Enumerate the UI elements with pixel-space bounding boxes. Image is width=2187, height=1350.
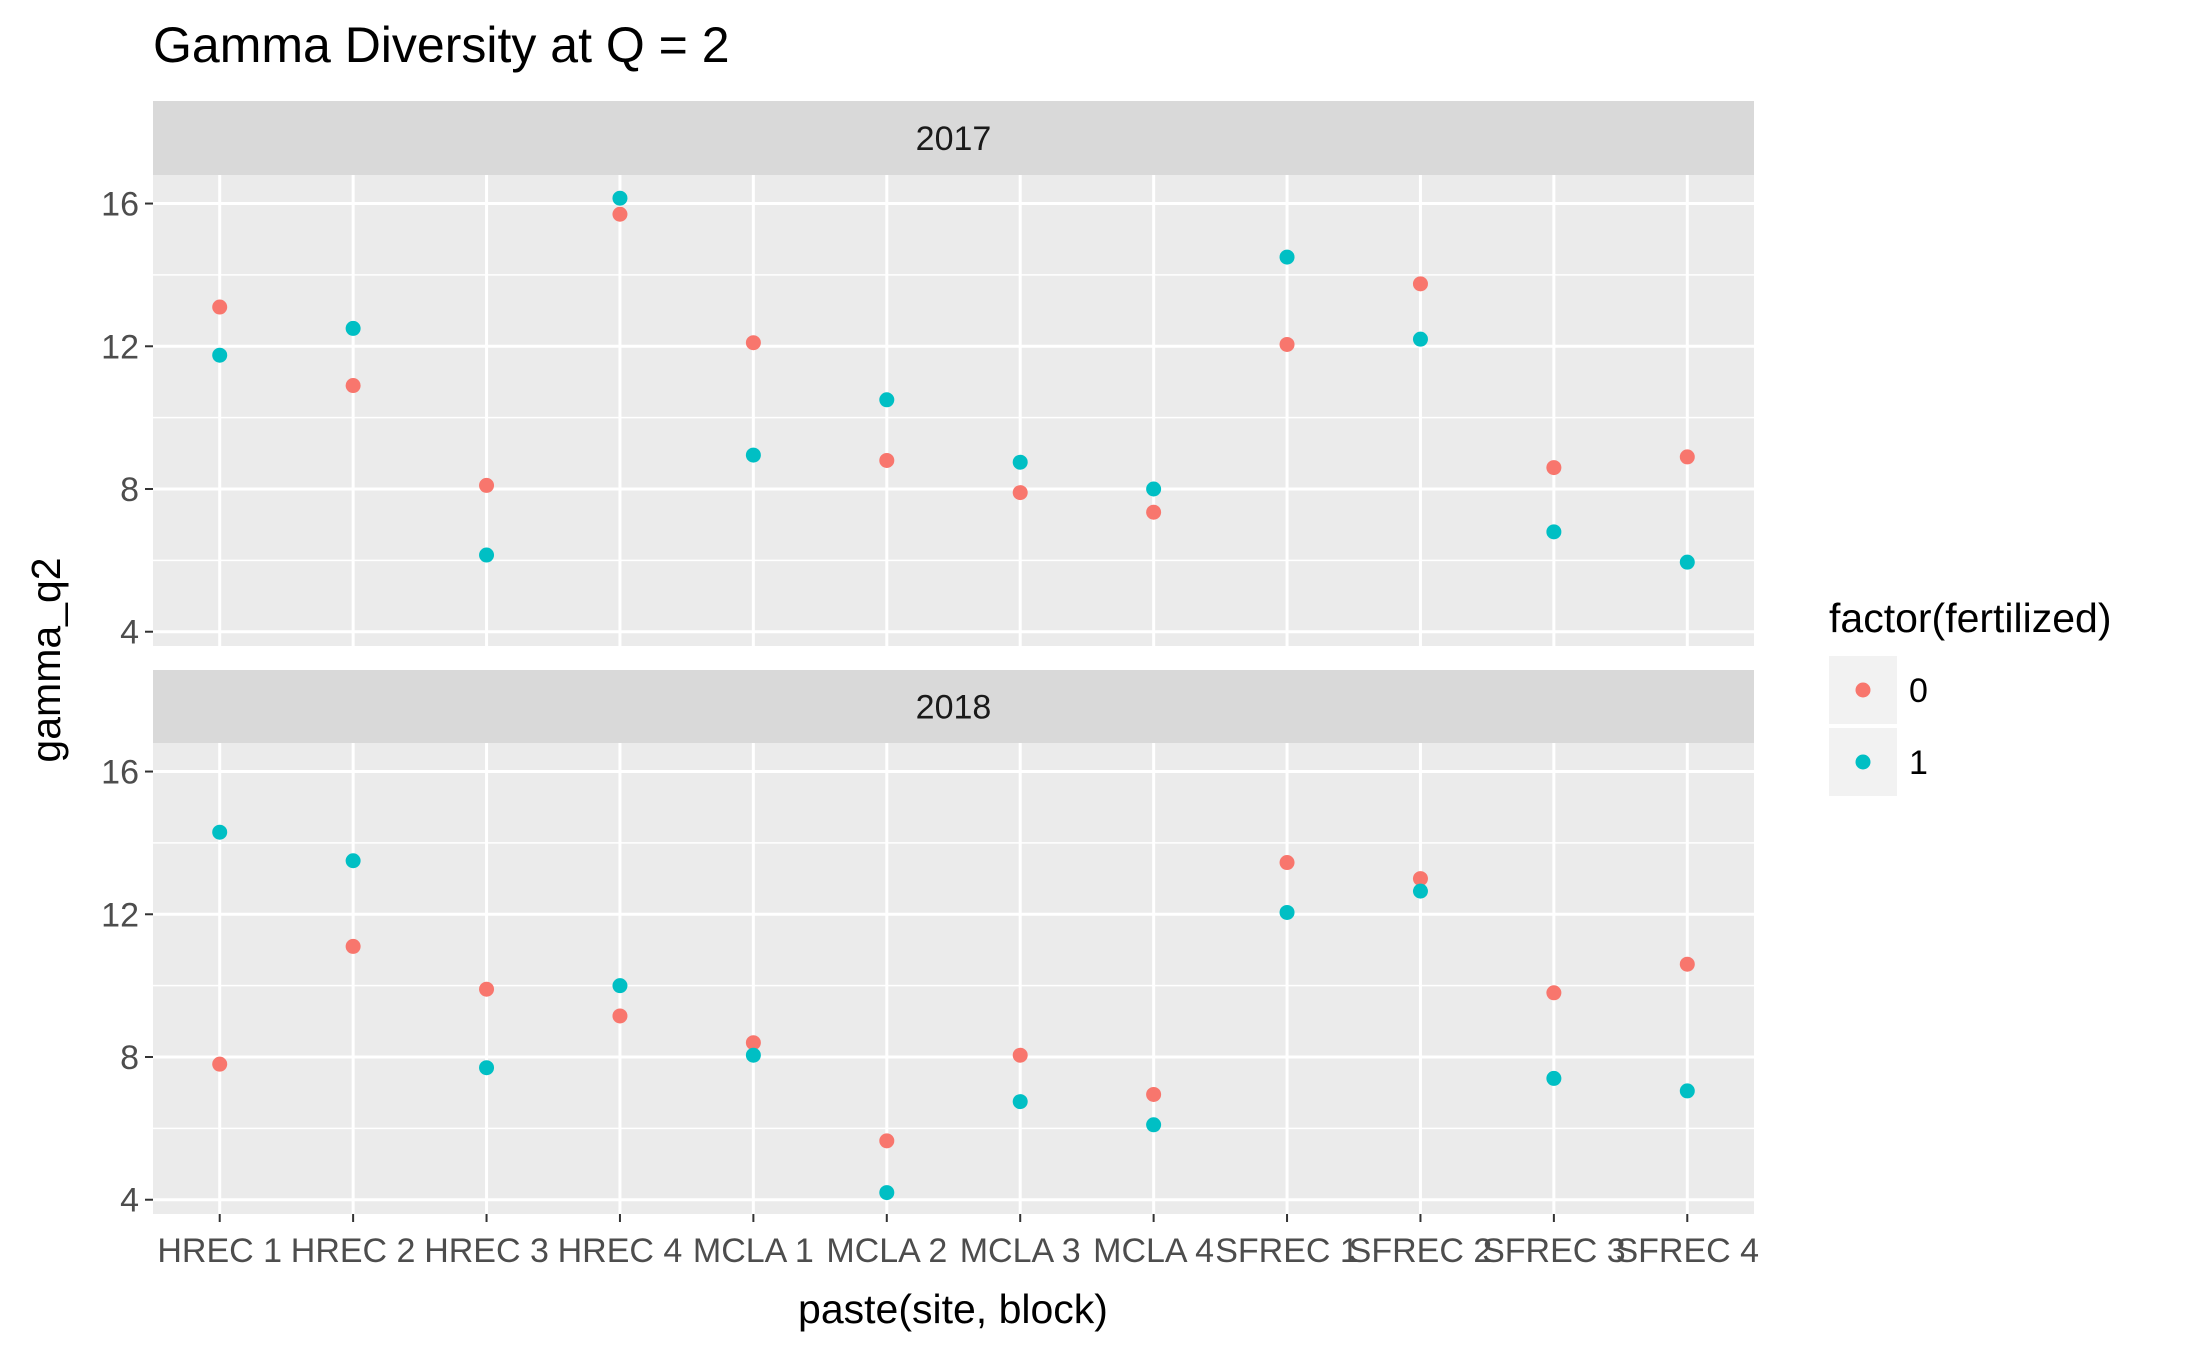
facet-panel-2018: 2018 4 8 12 16 [101,670,1754,1220]
data-point [1546,524,1562,540]
chart-title: Gamma Diversity at Q = 2 [153,17,730,73]
data-point [612,978,628,994]
data-point [345,378,361,394]
legend-title: factor(fertilized) [1829,595,2112,641]
series-1 [212,824,1695,1201]
data-point [612,206,628,222]
y-tick-label: 4 [120,614,139,652]
data-point [1279,855,1295,871]
data-point [1012,1047,1028,1063]
x-axis-title: paste(site, block) [798,1286,1108,1332]
x-tick-label: SFREC 3 [1482,1232,1626,1270]
data-point [612,1008,628,1024]
x-tick-label: HREC 3 [424,1232,549,1270]
facet-strip-label: 2017 [916,120,992,158]
data-point [1412,883,1428,899]
data-point [1012,1094,1028,1110]
y-tick-label: 12 [101,896,139,934]
data-point [745,1047,761,1063]
legend-keys: 01 [1829,656,1928,796]
series-0 [212,206,1695,520]
data-point [1412,276,1428,292]
data-point [879,392,895,408]
data-point [1546,460,1562,476]
data-point [345,320,361,336]
x-tick-label: SFREC 1 [1215,1232,1359,1270]
x-tick-label: MCLA 4 [1093,1232,1214,1270]
y-tick-label: 4 [120,1182,139,1220]
facet-panel-2017: 2017 4 8 12 16 [101,101,1754,652]
x-tick-label: SFREC 2 [1349,1232,1493,1270]
data-point [1012,454,1028,470]
y-tick-label: 16 [101,754,139,792]
facet-strip-label: 2018 [916,689,992,727]
data-point [879,1185,895,1201]
data-point [879,452,895,468]
y-tick-label: 12 [101,328,139,366]
data-point [212,347,228,363]
facet-strip [153,670,1754,743]
x-tick-label: SFREC 4 [1615,1232,1759,1270]
facet-strip [153,101,1754,175]
data-point [479,477,495,493]
x-tick-label: HREC 2 [291,1232,416,1270]
x-tick-label: MCLA 2 [826,1232,947,1270]
x-tick-label: HREC 4 [558,1232,683,1270]
facet-panels: 2017 4 8 12 16 2018 4 8 12 16 [101,101,1754,1220]
legend-entry-1: 1 [1829,728,1928,796]
data-point [479,547,495,563]
x-tick-label: HREC 1 [157,1232,282,1270]
x-tick-label: MCLA 1 [693,1232,814,1270]
data-point [479,981,495,997]
data-point [345,938,361,954]
series-0 [212,855,1695,1149]
data-point [1146,1117,1162,1133]
data-point [1279,904,1295,920]
y-tick-label: 8 [120,471,139,509]
data-point [1546,985,1562,1001]
data-point [1679,1083,1695,1099]
data-point [212,824,228,840]
data-point [1012,485,1028,501]
data-point [1146,481,1162,497]
y-tick-label: 16 [101,186,139,224]
data-point [745,447,761,463]
data-point [1679,449,1695,465]
legend-key-point [1855,754,1871,770]
panel-background [153,175,1754,646]
data-point [1679,956,1695,972]
panel-background [153,743,1754,1214]
series-1 [212,190,1695,570]
data-point [1412,871,1428,887]
data-point [1546,1070,1562,1086]
legend: factor(fertilized) 01 [1829,595,2112,796]
x-tick-labels: HREC 1 HREC 2 HREC 3 HREC 4 MCLA 1 MCLA 2 MCLA… [157,1214,1759,1270]
data-point [879,1133,895,1149]
data-point [1412,331,1428,347]
x-tick-label: MCLA 3 [960,1232,1081,1270]
data-point [212,299,228,315]
y-tick-label: 8 [120,1039,139,1077]
data-point [212,1056,228,1072]
legend-key-point [1855,682,1871,698]
data-point [1279,249,1295,265]
y-axis-title: gamma_q2 [23,557,69,762]
data-point [1146,1086,1162,1102]
legend-label: 1 [1909,744,1928,782]
legend-entry-0: 0 [1829,656,1928,724]
data-point [1279,336,1295,352]
legend-label: 0 [1909,672,1928,710]
data-point [612,190,628,206]
data-point [745,335,761,351]
data-point [745,1035,761,1051]
data-point [479,1060,495,1076]
data-point [1679,554,1695,570]
data-point [345,853,361,869]
data-point [1146,504,1162,520]
